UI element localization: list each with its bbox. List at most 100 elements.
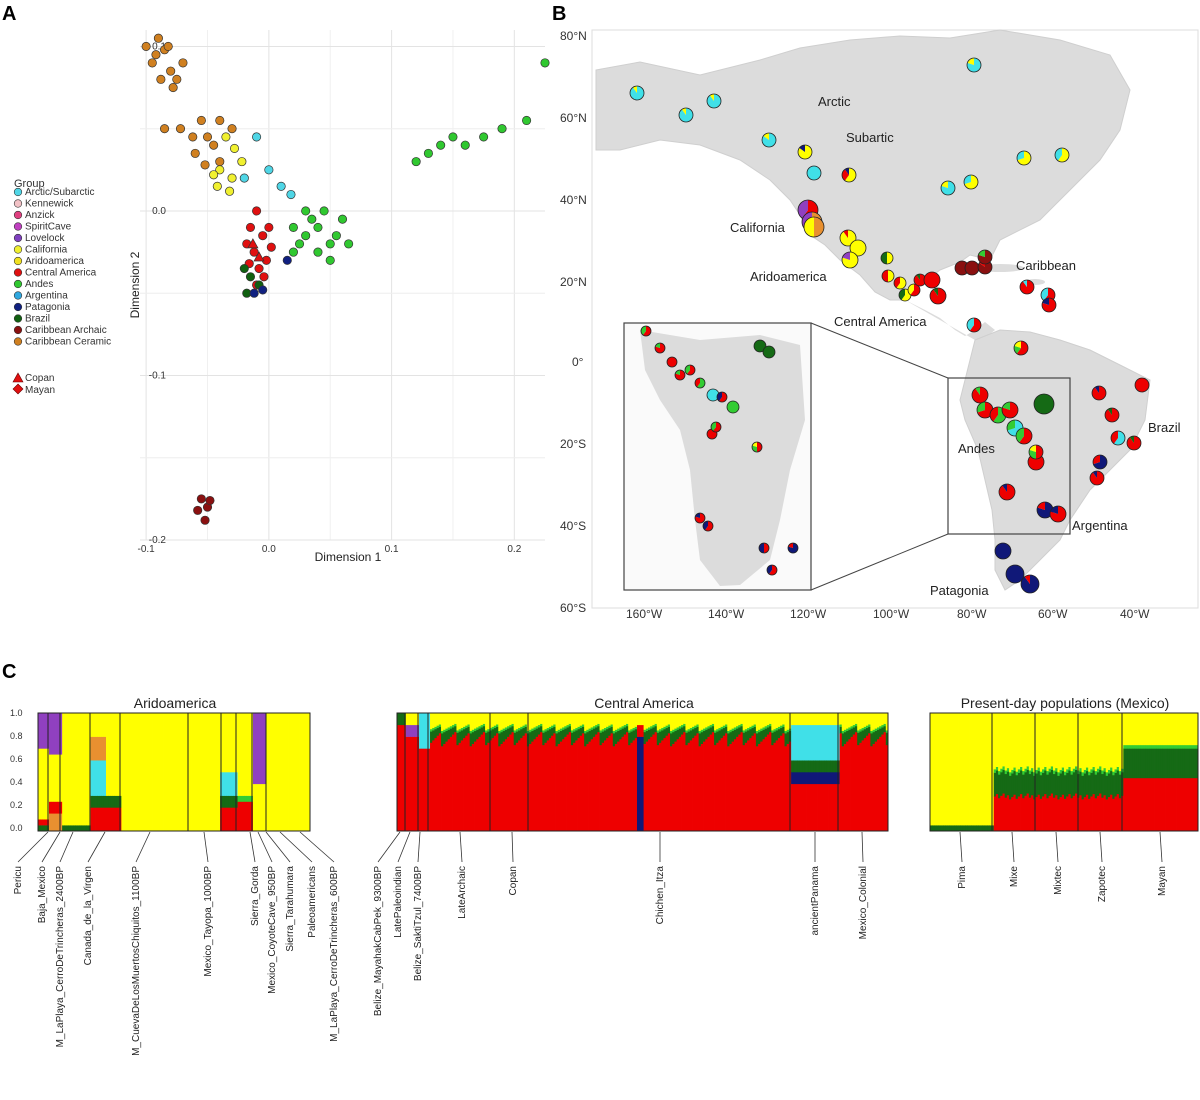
admixture-segment — [672, 731, 675, 744]
pie-slice — [930, 288, 947, 304]
admixture-segment — [632, 730, 636, 741]
pie-outline — [841, 167, 857, 183]
admixture-segment — [742, 732, 746, 746]
admixture-segment — [1055, 795, 1058, 832]
admixture-segment — [1092, 713, 1096, 767]
admixture-segment — [932, 713, 935, 826]
admixture-segment — [518, 713, 521, 729]
panel-b-map: 80°N 60°N 40°N 20°N 0° 20°S 40°S 60°S 16… — [560, 29, 1199, 621]
admixture-segment — [575, 713, 578, 729]
admixture-segment — [184, 713, 188, 832]
admixture-segment — [747, 730, 750, 741]
admixture-segment — [564, 725, 567, 729]
admixture-segment — [1024, 795, 1028, 832]
admixture-segment — [817, 713, 821, 726]
admixture-segment — [553, 713, 556, 725]
admixture-segment — [206, 713, 210, 832]
admixture-segment — [1187, 744, 1190, 749]
admixture-segment — [447, 729, 451, 740]
admixture-segment — [1132, 744, 1135, 749]
admixture-segment — [819, 772, 823, 785]
admixture-segment — [599, 730, 603, 733]
admixture-segment — [630, 728, 633, 732]
admixture-segment — [1182, 748, 1186, 779]
admixture-segment — [498, 730, 501, 734]
admixture-segment — [731, 713, 735, 729]
population-leader-line — [417, 831, 421, 863]
admixture-segment — [1037, 794, 1041, 832]
admixture-segment — [839, 713, 843, 725]
admixture-segment — [643, 731, 647, 744]
admixture-segment — [839, 726, 843, 734]
admixture-segment — [584, 730, 587, 734]
population-label: Sierra_Gorda — [250, 866, 261, 926]
admixture-segment — [1026, 769, 1030, 794]
admixture-segment — [57, 754, 61, 802]
admixture-segment — [667, 713, 671, 725]
admixture-segment — [573, 728, 576, 732]
pie-outline — [923, 271, 941, 289]
admixture-segment — [758, 743, 761, 832]
admixture-segment — [51, 754, 54, 802]
admixture-segment — [246, 795, 249, 802]
admixture-segment — [973, 825, 977, 832]
admixture-segment — [718, 730, 722, 741]
population-label: Belize_SaktiTzul_7400BP — [413, 866, 424, 981]
scatter-point — [239, 173, 249, 183]
admixture-segment — [1160, 713, 1164, 746]
admixture-segment — [1092, 766, 1096, 771]
pie-outline — [841, 251, 859, 269]
admixture-segment — [648, 727, 651, 730]
admixture-segment — [1031, 771, 1034, 796]
admixture-segment — [742, 713, 746, 731]
admixture-segment — [106, 807, 109, 832]
admixture-segment — [445, 728, 449, 731]
admixture-segment — [868, 724, 871, 727]
legend-swatch — [13, 268, 23, 277]
admixture-segment — [504, 713, 508, 728]
admixture-segment — [1048, 713, 1052, 769]
admixture-segment — [780, 727, 783, 736]
admixture-segment — [498, 713, 501, 731]
admixture-segment — [837, 772, 840, 785]
admixture-segment — [570, 744, 574, 832]
pie-outline — [666, 356, 678, 368]
admixture-segment — [463, 713, 466, 727]
scatter-point — [153, 33, 163, 43]
admixture-segment — [493, 727, 497, 736]
admixture-segment — [1022, 774, 1025, 799]
pie-outline — [849, 239, 867, 257]
admixture-segment — [77, 713, 81, 826]
admixture-segment — [848, 713, 851, 728]
admixture-segment — [1072, 713, 1076, 769]
admixture-segment — [645, 741, 649, 832]
population-leader-line — [1011, 831, 1015, 863]
admixture-segment — [665, 735, 669, 832]
admixture-segment — [951, 825, 955, 832]
admixture-segment — [705, 713, 708, 728]
admixture-segment — [502, 713, 506, 729]
admixture-segment — [237, 713, 241, 796]
admixture-segment — [799, 772, 803, 785]
admixture-segment — [1096, 795, 1100, 832]
scatter-point — [258, 285, 268, 295]
scatter-point — [215, 165, 225, 175]
admixture-segment — [645, 713, 649, 729]
pie-slice — [989, 407, 998, 422]
admixture-segment — [1116, 770, 1120, 795]
scatter-point — [237, 157, 247, 167]
admixture-segment — [824, 760, 827, 773]
admixture-segment — [559, 728, 563, 731]
admixture-segment — [703, 730, 706, 742]
pie-slice — [769, 565, 777, 575]
lon-tick: 140°W — [708, 607, 745, 621]
admixture-segment — [930, 825, 933, 832]
admixture-segment — [760, 741, 763, 832]
population-label: Paleoamericans — [307, 866, 318, 938]
admixture-segment — [504, 729, 508, 740]
admixture-segment — [48, 754, 52, 802]
admixture-segment — [641, 724, 645, 737]
admixture-segment — [1074, 769, 1078, 794]
admixture-segment — [125, 713, 129, 832]
admixture-segment — [469, 713, 473, 731]
